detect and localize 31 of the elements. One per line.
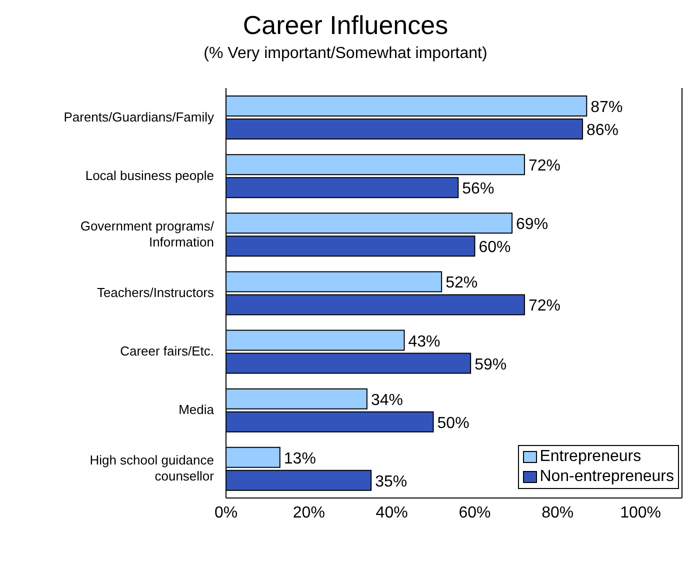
data-label: 72% <box>528 298 561 315</box>
x-tick-label: 0% <box>214 504 238 522</box>
x-tick-label: 20% <box>292 504 325 522</box>
data-label: 34% <box>370 392 403 409</box>
data-label: 72% <box>528 158 561 175</box>
data-label: 35% <box>375 473 408 490</box>
data-label: 59% <box>474 356 507 374</box>
data-label: 13% <box>284 450 316 468</box>
y-tick-label: Teachers/Instructors <box>96 285 214 300</box>
x-tick-label: 40% <box>376 504 408 522</box>
legend-label: Non-entrepreneurs <box>540 467 674 487</box>
data-label: 69% <box>516 216 548 234</box>
y-tick-label: Media <box>178 402 215 418</box>
y-tick-label: Government programs/Information <box>80 218 214 250</box>
data-label: 60% <box>478 239 511 256</box>
data-label: 52% <box>446 274 478 292</box>
x-tick-label: 100% <box>620 504 662 522</box>
data-label: 86% <box>586 122 619 139</box>
y-tick-label: Career fairs/Etc. <box>120 344 214 359</box>
y-tick-label: Local business people <box>85 168 214 183</box>
x-tick-label: 60% <box>458 504 491 522</box>
legend-label: Entrepreneurs <box>540 447 642 467</box>
chart-subtitle: (% Very important/Somewhat important) <box>202 45 488 63</box>
y-tick-label: High school guidance counsellor <box>90 452 215 484</box>
chart-title: Career Influences <box>242 10 450 41</box>
y-tick-label: Parents/Guardians/Family <box>64 109 214 124</box>
data-label: 50% <box>437 414 470 432</box>
data-label: 87% <box>590 99 623 116</box>
data-label: 43% <box>408 333 440 350</box>
data-label: 56% <box>462 180 494 198</box>
x-tick-label: 80% <box>542 504 574 522</box>
